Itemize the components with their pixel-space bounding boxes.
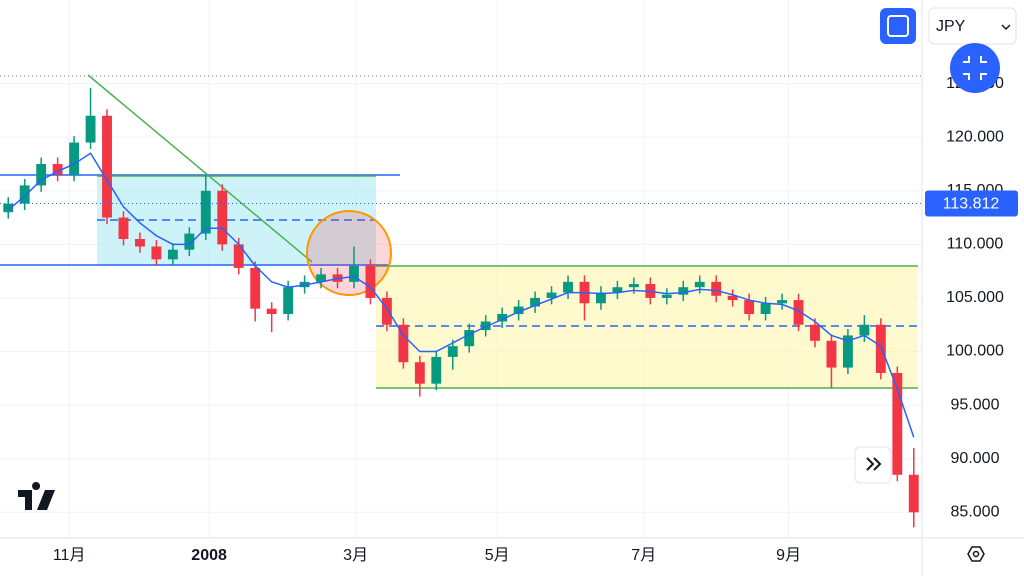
candle-body (727, 295, 738, 301)
candle-body (842, 335, 853, 368)
candle-body (381, 297, 392, 325)
button-bg (950, 43, 1000, 93)
candle-body (678, 287, 689, 295)
button-icon (887, 15, 909, 37)
y-tick-label: 105.000 (946, 289, 1004, 306)
y-tick-label: 95.000 (951, 396, 1000, 413)
candle-body (447, 346, 458, 357)
y-tick-label: 120.000 (946, 128, 1004, 145)
candle-body (19, 185, 30, 204)
candle-body (69, 142, 80, 175)
collapse-button[interactable] (950, 43, 1000, 93)
moving-average (7, 152, 915, 438)
candle-body (628, 284, 639, 288)
x-tick-label: 7月 (631, 547, 656, 564)
candle-body (135, 238, 145, 247)
scroll-button[interactable] (854, 446, 892, 484)
candle-body (283, 287, 294, 315)
currency-label: JPY (936, 18, 966, 35)
price-label: 113.812 (943, 196, 1000, 213)
candle-body (233, 244, 244, 268)
button-icon (967, 546, 985, 562)
y-tick-label: 90.000 (951, 450, 1000, 467)
candle-body (36, 163, 47, 186)
screenshot-button[interactable] (880, 8, 916, 44)
candle-body (908, 474, 919, 513)
candle-body (661, 294, 672, 298)
candle-body (464, 330, 475, 347)
currency-dropdown[interactable]: JPY (928, 7, 1017, 45)
candle-body (431, 356, 442, 384)
candle-body (200, 190, 211, 234)
candle-body (349, 265, 359, 282)
candle-body (826, 340, 837, 368)
candle-body (612, 287, 623, 293)
x-tick-label: 2008 (191, 547, 227, 564)
candle-body (513, 306, 524, 315)
candle-body (414, 362, 425, 384)
button-icon (963, 56, 987, 80)
candle-body (760, 303, 771, 315)
trend-line (87, 74, 313, 263)
candle-body (217, 190, 228, 245)
logo-mark (18, 482, 55, 510)
candle-body (810, 324, 820, 341)
candle-body (793, 300, 804, 325)
candle-body (497, 314, 508, 322)
candle-body (744, 300, 755, 315)
candle-body (875, 324, 886, 373)
candle-body (118, 217, 129, 239)
logo (18, 482, 55, 510)
candle-body (530, 297, 541, 307)
candle-body (711, 281, 722, 296)
button-icon (972, 550, 980, 558)
candle-body (892, 372, 903, 475)
candle-body (596, 292, 606, 304)
candle-body (398, 324, 409, 363)
candle-body (546, 292, 557, 298)
dropdown-caret (1001, 24, 1011, 31)
candle-body (316, 274, 326, 282)
x-tick-label: 5月 (485, 547, 510, 564)
candle-body (167, 249, 178, 260)
candle-body (563, 281, 573, 293)
settings-button[interactable] (967, 546, 985, 562)
candle-body (777, 300, 787, 304)
x-tick-label: 9月 (776, 547, 801, 564)
candle-body (694, 281, 705, 288)
button-bg (880, 8, 916, 44)
y-tick-label: 110.000 (947, 236, 1004, 253)
x-tick-label: 11月 (53, 547, 86, 564)
candle-body (859, 324, 870, 336)
candle-body (480, 321, 491, 331)
candle-body (85, 115, 96, 143)
candle-body (266, 308, 277, 315)
candle-body (365, 265, 376, 298)
y-tick-label: 85.000 (951, 503, 1000, 520)
candle-body (184, 233, 195, 250)
candle-body (3, 203, 14, 213)
button-icon (866, 457, 882, 471)
candle-body (151, 246, 162, 260)
y-tick-label: 100.000 (946, 343, 1004, 360)
candle-body (250, 267, 261, 309)
candle-body (52, 163, 63, 175)
x-tick-label: 3月 (343, 547, 368, 564)
price-label-box (925, 190, 1018, 217)
candle-body (102, 115, 112, 218)
